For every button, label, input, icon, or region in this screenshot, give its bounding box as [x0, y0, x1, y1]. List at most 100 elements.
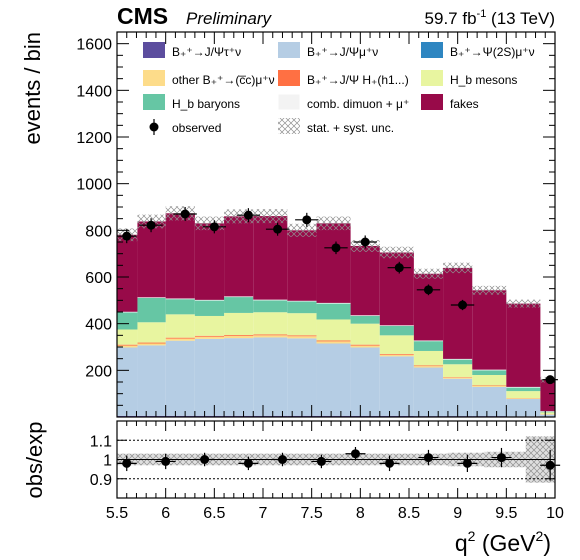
- bar-other: [117, 345, 138, 348]
- legend-swatch-mu: [278, 42, 300, 58]
- y-tick-label: 800: [85, 223, 112, 240]
- ratio-point: [350, 449, 360, 459]
- bar-hbb: [540, 411, 555, 413]
- bar-hb: [540, 412, 555, 415]
- ratio-point: [122, 458, 132, 468]
- bar-hbb: [287, 301, 317, 314]
- legend-swatch-tau: [143, 42, 165, 58]
- bar-hbb: [350, 315, 380, 324]
- bar-hb: [194, 315, 225, 336]
- energy-label: (13 TeV): [486, 9, 555, 28]
- bar-mu: [117, 347, 138, 416]
- legend-swatch-hc: [278, 70, 300, 86]
- y-tick-label: 400: [85, 317, 112, 334]
- bar-hc: [117, 344, 138, 346]
- bar-hb: [443, 364, 473, 378]
- observed-point: [273, 224, 283, 234]
- bar-other: [194, 336, 225, 339]
- ratio-point: [316, 456, 326, 466]
- bar-other: [287, 336, 317, 339]
- ratio-y-tick-label: 0.9: [90, 472, 112, 489]
- legend-swatch-hbb: [143, 94, 165, 110]
- legend-swatch-psi2s: [421, 42, 443, 58]
- observed-point: [545, 375, 555, 385]
- bar-hc: [413, 365, 444, 367]
- legend-label-fakes: fakes: [450, 97, 479, 111]
- bar-other: [379, 354, 414, 357]
- x-tick-label: 9: [453, 505, 462, 522]
- ratio-point: [200, 455, 210, 464]
- bar-other: [506, 398, 541, 400]
- bar-mu: [413, 367, 444, 417]
- lumi-label: 59.7 fb-1 (13 TeV): [425, 8, 555, 28]
- bar-fakes: [379, 252, 414, 326]
- bar-fakes: [443, 267, 473, 359]
- bar-fakes: [137, 221, 166, 298]
- ratio-point: [243, 458, 253, 468]
- bar-hc: [287, 335, 317, 337]
- x-tick-label: 6: [161, 505, 170, 522]
- legend-label-comb: comb. dimuon + μ⁺: [307, 97, 409, 111]
- bar-fakes: [350, 245, 380, 316]
- bar-hbb: [443, 359, 473, 365]
- ratio-point: [545, 460, 555, 470]
- ratio-y-tick-label: 1: [103, 453, 112, 470]
- observed-point: [331, 243, 341, 253]
- x-axis-label-unit-sup: 2: [536, 528, 544, 544]
- bar-comb: [165, 298, 195, 300]
- uncertainty-band: [443, 262, 473, 274]
- uncertainty-band: [379, 246, 414, 259]
- bar-mu: [379, 356, 414, 416]
- bar-hb: [472, 375, 507, 386]
- uncertainty-band: [194, 216, 225, 231]
- legend-label-observed: observed: [172, 121, 221, 135]
- bar-comb: [137, 297, 166, 298]
- bar-hb: [165, 314, 195, 338]
- bar-hbb: [165, 299, 195, 315]
- bar-comb: [117, 311, 138, 313]
- bar-comb: [506, 386, 541, 388]
- uncertainty-band: [253, 209, 288, 224]
- bar-hbb: [316, 303, 351, 320]
- bar-fakes: [316, 223, 351, 303]
- legend-label-uncertainty: stat. + syst. unc.: [307, 121, 394, 135]
- bar-hb: [287, 313, 317, 336]
- x-tick-label: 6.5: [203, 505, 225, 522]
- bar-hb: [350, 323, 380, 345]
- observed-point: [360, 237, 370, 247]
- bar-mu: [224, 338, 254, 416]
- y-tick-label: 1200: [76, 130, 112, 147]
- ratio-point: [385, 458, 395, 468]
- uncertainty-band: [287, 223, 317, 237]
- bar-comb: [443, 358, 473, 360]
- bar-fakes: [287, 230, 317, 301]
- x-tick-label: 7.5: [301, 505, 323, 522]
- ratio-axis-ticks: 0.9 1 1.1 5.5 6 6.5 7 7.5 8 8.5 9 9.5 10: [90, 421, 564, 522]
- bar-hb: [117, 329, 138, 345]
- ratio-point: [496, 453, 506, 463]
- bar-mu: [316, 343, 351, 416]
- y-axis-label: events / bin: [20, 32, 45, 145]
- bar-hc: [224, 335, 254, 337]
- bar-hb: [137, 322, 166, 343]
- legend-swatch-other: [143, 70, 165, 86]
- ratio-point: [277, 455, 287, 464]
- legend-label-hb: H_b mesons: [450, 73, 517, 87]
- bar-mu: [253, 337, 288, 416]
- bar-mu: [506, 399, 541, 417]
- experiment-label: CMS: [117, 3, 168, 29]
- ratio-point: [462, 458, 472, 468]
- legend-label-tau: B₊⁺→J/Ψτ⁺ν: [172, 45, 241, 59]
- bar-other: [165, 338, 195, 341]
- bar-mu: [287, 338, 317, 416]
- bar-hbb: [413, 341, 444, 351]
- legend-swatch-uncertainty: [278, 118, 300, 134]
- bar-hb: [506, 391, 541, 399]
- bar-fakes: [224, 216, 254, 297]
- bar-mu: [350, 347, 380, 416]
- legend-swatch-comb: [277, 93, 301, 111]
- x-tick-label: 8: [356, 505, 365, 522]
- observed-point: [423, 285, 433, 295]
- bar-hc: [137, 342, 166, 344]
